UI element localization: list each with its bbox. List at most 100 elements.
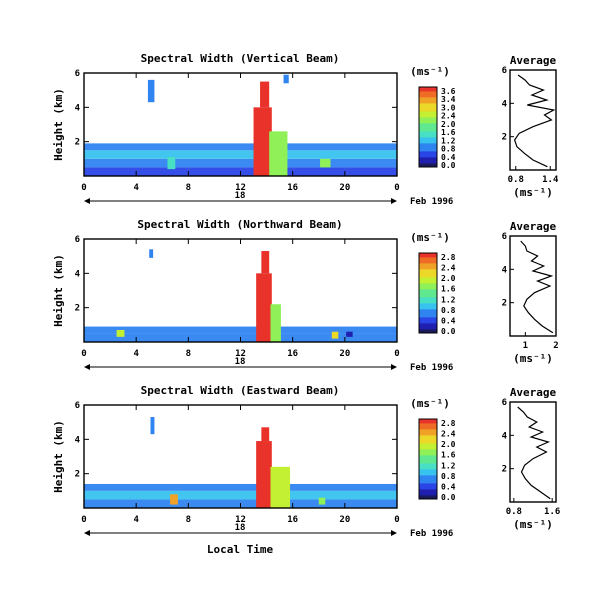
colorbar-segment (419, 105, 437, 108)
colorbar-segment (419, 295, 437, 298)
colorbar-segment (419, 311, 437, 314)
average-profile-line (520, 240, 554, 334)
colorbar-segment (419, 119, 437, 122)
colorbar-segment (419, 87, 437, 90)
x-tick-label: 12 (235, 515, 246, 525)
heatmap-layer-2 (84, 490, 397, 500)
colorbar-segment (419, 321, 437, 324)
triangle-arrow-icon (391, 198, 397, 204)
triangle-arrow-icon (84, 364, 90, 370)
heatmap-feature-4 (147, 79, 155, 103)
heatmap-feature-7 (320, 158, 331, 168)
average-y-tick-label: 4 (502, 99, 508, 109)
colorbar-segment (419, 449, 437, 452)
colorbar-segment (419, 485, 437, 488)
colorbar-segment (419, 151, 437, 154)
average-x-tick-label: 1.4 (542, 175, 559, 185)
colorbar-segment (419, 147, 437, 150)
colorbar-segment (419, 165, 437, 168)
colorbar-segment (419, 299, 437, 302)
colorbar-segment (419, 419, 437, 422)
colorbar-tick-label: 0.0 (441, 493, 456, 502)
y-tick-label: 4 (75, 435, 81, 445)
average-y-tick-label: 4 (502, 265, 508, 275)
colorbar-tick-label: 0.0 (441, 161, 456, 170)
heatmap-feature-6 (331, 331, 339, 339)
x-tick-label: 4 (133, 183, 139, 193)
average-y-tick-label: 6 (502, 398, 507, 408)
date-month-label: Feb 1996 (410, 529, 453, 539)
colorbar-segment (419, 93, 437, 96)
heatmap-feature-5 (170, 494, 178, 505)
average-title: Average (510, 54, 557, 67)
heatmap-feature-3 (270, 466, 291, 508)
colorbar-segment (419, 259, 437, 262)
colorbar-segment (419, 287, 437, 290)
colorbar-tick-label: 2.0 (441, 120, 456, 129)
colorbar-unit: (ms⁻¹) (410, 65, 450, 78)
colorbar-segment (419, 487, 437, 490)
heatmap-cells (84, 74, 397, 176)
colorbar-segment (419, 323, 437, 326)
colorbar-frame (418, 252, 438, 334)
average-x-tick-label: 0.8 (508, 175, 524, 185)
colorbar-segment (419, 429, 437, 432)
colorbar-tick-label: 1.6 (441, 451, 456, 460)
heatmap-layer-2 (84, 326, 397, 334)
x-tick-label: 16 (287, 183, 298, 193)
colorbar-segment (419, 309, 437, 312)
colorbar-tick-label: 3.0 (441, 103, 456, 112)
colorbar-segment (419, 99, 437, 102)
colorbar-segment (419, 445, 437, 448)
average-x-tick-label: 1 (523, 341, 528, 351)
colorbar-segment (419, 293, 437, 296)
colorbar-segment (419, 477, 437, 480)
colorbar-segment (419, 479, 437, 482)
panel-3: Spectral Width (Eastward Beam)0 4 8 12 16 20 0… (52, 384, 560, 556)
average-x-label: (ms⁻¹) (513, 186, 553, 199)
colorbar-segment (419, 475, 437, 478)
colorbar-segment (419, 481, 437, 484)
colorbar-tick-label: 2.4 (441, 112, 456, 121)
average-x-tick-label: 0.8 (506, 507, 522, 517)
colorbar-segment (419, 157, 437, 160)
colorbar-segment (419, 261, 437, 264)
heatmap-feature-2 (261, 427, 270, 442)
colorbar-segment (419, 421, 437, 424)
average-x-label: (ms⁻¹) (513, 518, 553, 531)
x-tick-label: 12 (235, 183, 246, 193)
heatmap-feature-5 (116, 329, 125, 337)
colorbar-segment (419, 437, 437, 440)
colorbar-segment (419, 329, 437, 332)
heatmap-feature-3 (270, 304, 281, 342)
colorbar-segment (419, 453, 437, 456)
x-tick-label: 20 (339, 349, 350, 359)
heatmap-feature-1 (256, 273, 272, 342)
panel-title: Spectral Width (Eastward Beam) (141, 384, 340, 397)
heatmap-layer-3 (84, 150, 397, 159)
colorbar-segment (419, 257, 437, 260)
colorbar-segment (419, 127, 437, 130)
colorbar-segment (419, 325, 437, 328)
colorbar-segment (419, 463, 437, 466)
colorbar-segment (419, 263, 437, 266)
heatmap-feature-7 (346, 331, 353, 337)
x-tick-label: 8 (186, 515, 191, 525)
colorbar-segment (419, 489, 437, 492)
colorbar-tick-label: 0.8 (441, 145, 456, 154)
colorbar-segment (419, 303, 437, 306)
colorbar-segment (419, 133, 437, 136)
colorbar-segment (419, 277, 437, 280)
average-x-tick-label: 1.6 (544, 507, 560, 517)
colorbar-segment (419, 253, 437, 256)
colorbar-frame (418, 86, 438, 168)
colorbar-tick-label: 1.6 (441, 128, 456, 137)
figure-panels: Spectral Width (Vertical Beam)0 4 8 12 16 20 0… (52, 52, 560, 556)
colorbar-segment (419, 315, 437, 318)
colorbar-segment (419, 319, 437, 322)
colorbar-segment (419, 451, 437, 454)
colorbar-segment (419, 125, 437, 128)
colorbar-segment (419, 455, 437, 458)
colorbar-segment (419, 267, 437, 270)
